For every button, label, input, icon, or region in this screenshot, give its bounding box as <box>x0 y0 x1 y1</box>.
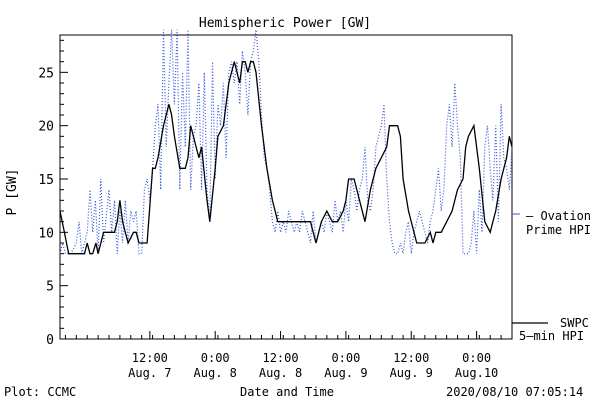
plot-credit: Plot: CCMC <box>4 385 76 399</box>
legend-swpc-line1: SWPC <box>560 316 589 330</box>
legend-ovation-line1: — Ovation <box>526 209 591 223</box>
x-tick-date-label: Aug. 7 <box>128 366 171 380</box>
y-tick-label: 5 <box>46 280 54 295</box>
legend-ovation-line2: Prime HPI <box>526 223 591 237</box>
x-tick-time-label: 0:00 <box>331 351 360 365</box>
y-axis: 0 5 10 15 20 25 <box>38 39 68 348</box>
plot-frame <box>59 34 513 340</box>
x-tick-time-label: 0:00 <box>201 351 230 365</box>
y-tick-label: 20 <box>38 120 54 135</box>
y-tick-label: 0 <box>46 333 54 348</box>
x-tick-date-label: Aug. 8 <box>259 366 302 380</box>
x-tick-time-label: 12:00 <box>262 351 298 365</box>
x-tick-date-label: Aug. 9 <box>390 366 433 380</box>
y-axis-label: P [GW] <box>5 169 20 216</box>
x-tick-date-label: Aug.10 <box>455 366 498 380</box>
x-tick-date-label: Aug. 8 <box>194 366 237 380</box>
x-tick-time-label: 12:00 <box>393 351 429 365</box>
series-ovation-prime-line <box>59 29 513 255</box>
x-axis-label: Date and Time <box>240 385 334 399</box>
legend-swpc-line2: 5–min HPI <box>519 329 584 343</box>
y-tick-label: 15 <box>38 173 54 188</box>
chart-title: Hemispheric Power [GW] <box>199 16 371 31</box>
x-tick-time-label: 12:00 <box>132 351 168 365</box>
series-swpc-line <box>59 61 513 255</box>
x-tick-time-label: 0:00 <box>462 351 491 365</box>
plot-timestamp: 2020/08/10 07:05:14 <box>446 385 583 399</box>
x-tick-date-label: Aug. 9 <box>324 366 367 380</box>
y-tick-label: 25 <box>38 66 54 81</box>
y-tick-label: 10 <box>38 226 54 241</box>
series-layer <box>59 29 513 255</box>
